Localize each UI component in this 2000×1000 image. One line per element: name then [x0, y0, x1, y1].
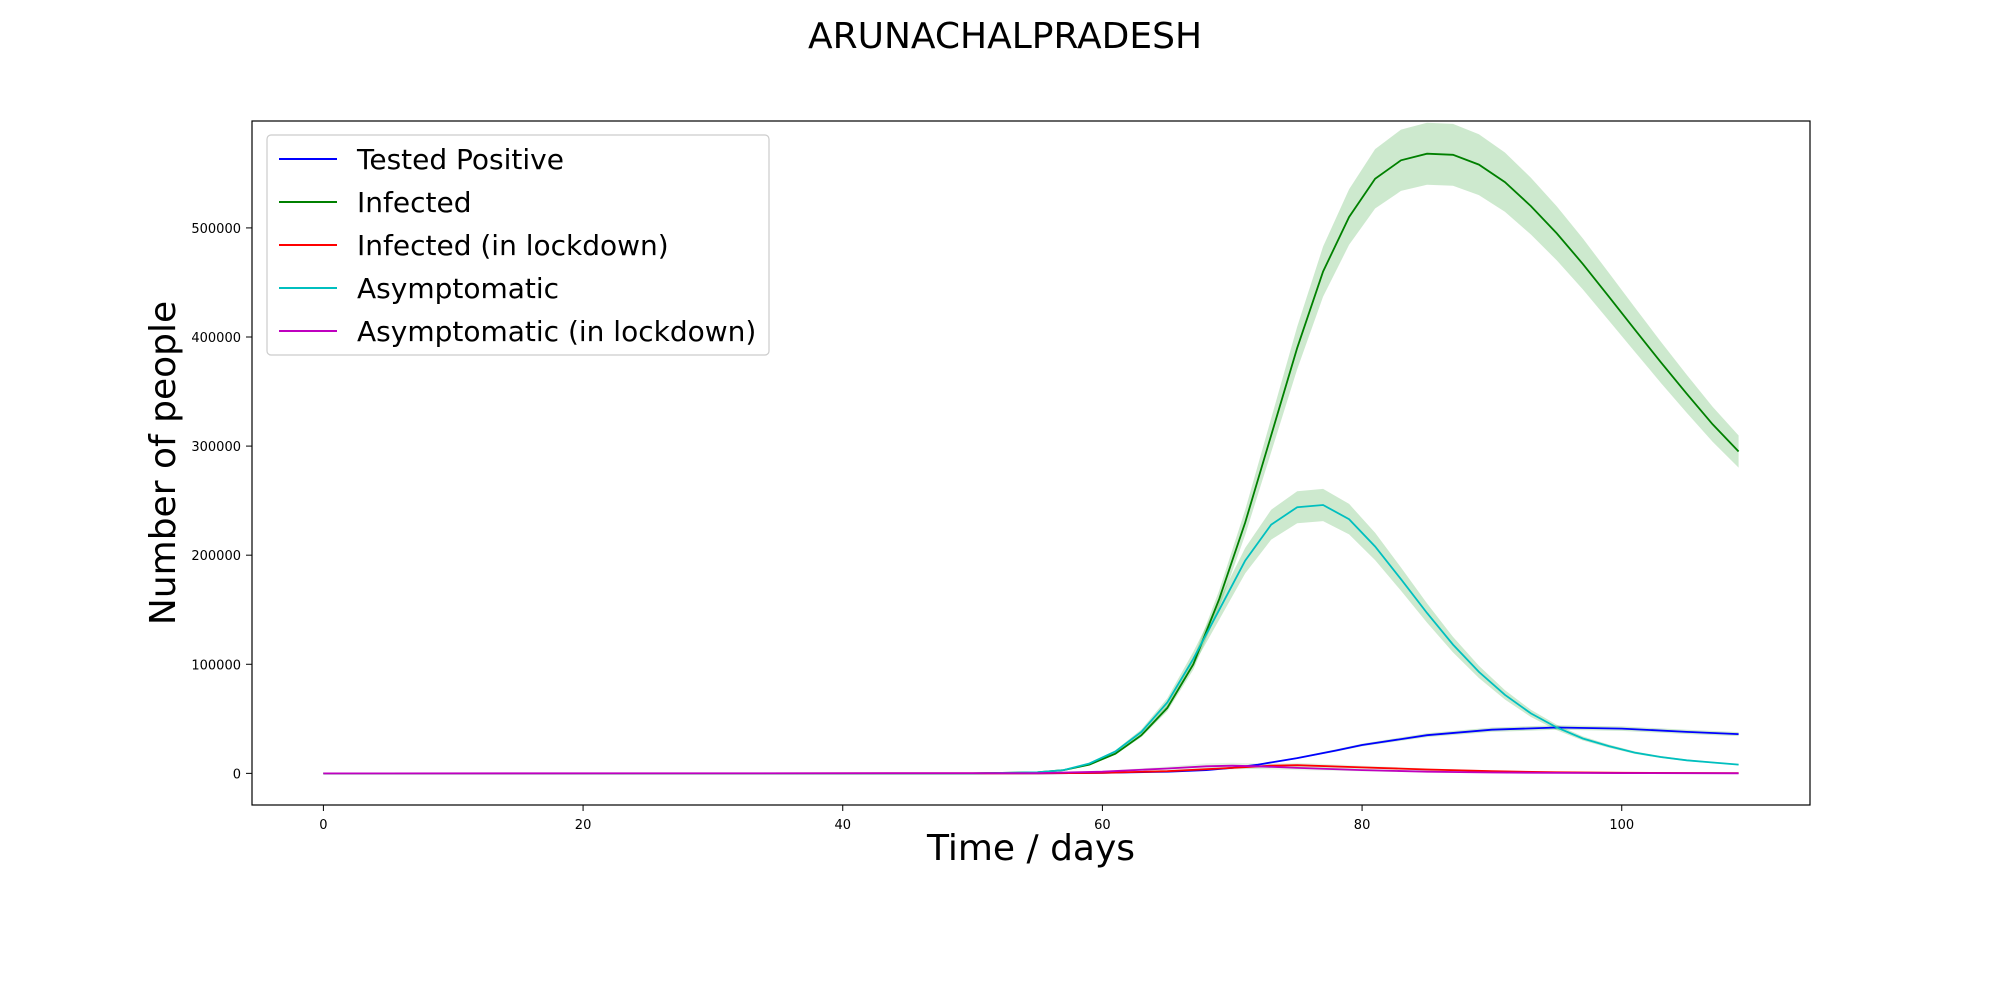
y-tick-label: 300000 [191, 440, 241, 455]
y-tick-label: 400000 [191, 331, 241, 346]
legend-label: Asymptomatic (in lockdown) [357, 315, 756, 348]
x-tick-label: 80 [1354, 818, 1371, 833]
x-tick-label: 0 [319, 818, 327, 833]
y-tick-label: 500000 [191, 222, 241, 237]
series-line [323, 726, 1739, 775]
y-axis-label: Number of people [143, 301, 184, 625]
chart-title: ARUNACHALPRADESH [808, 16, 1202, 57]
y-axis: 0 100000 200000 300000 400000 500000 [191, 222, 252, 782]
x-axis: 0 20 40 60 80 100 [319, 805, 1634, 833]
series-line [323, 764, 1739, 775]
legend-label: Tested Positive [356, 143, 564, 176]
series-line [323, 504, 1739, 775]
legend-label: Infected [357, 186, 471, 219]
x-tick-label: 100 [1609, 818, 1634, 833]
x-axis-label: Time / days [926, 828, 1135, 869]
y-tick-label: 0 [233, 767, 241, 782]
legend: Tested Positive Infected Infected (in lock… [266, 134, 770, 356]
confidence-band [323, 725, 1739, 774]
legend-label: Infected (in lockdown) [357, 229, 669, 262]
legend-box [266, 134, 770, 356]
x-tick-label: 40 [834, 818, 851, 833]
series-lines [323, 152, 1740, 775]
y-tick-label: 100000 [191, 658, 241, 673]
series-line [323, 152, 1740, 775]
legend-label: Asymptomatic [357, 272, 559, 305]
x-tick-label: 20 [575, 818, 592, 833]
y-tick-label: 200000 [191, 549, 241, 564]
x-tick-label: 60 [1094, 818, 1111, 833]
plot-frame [251, 120, 1811, 806]
